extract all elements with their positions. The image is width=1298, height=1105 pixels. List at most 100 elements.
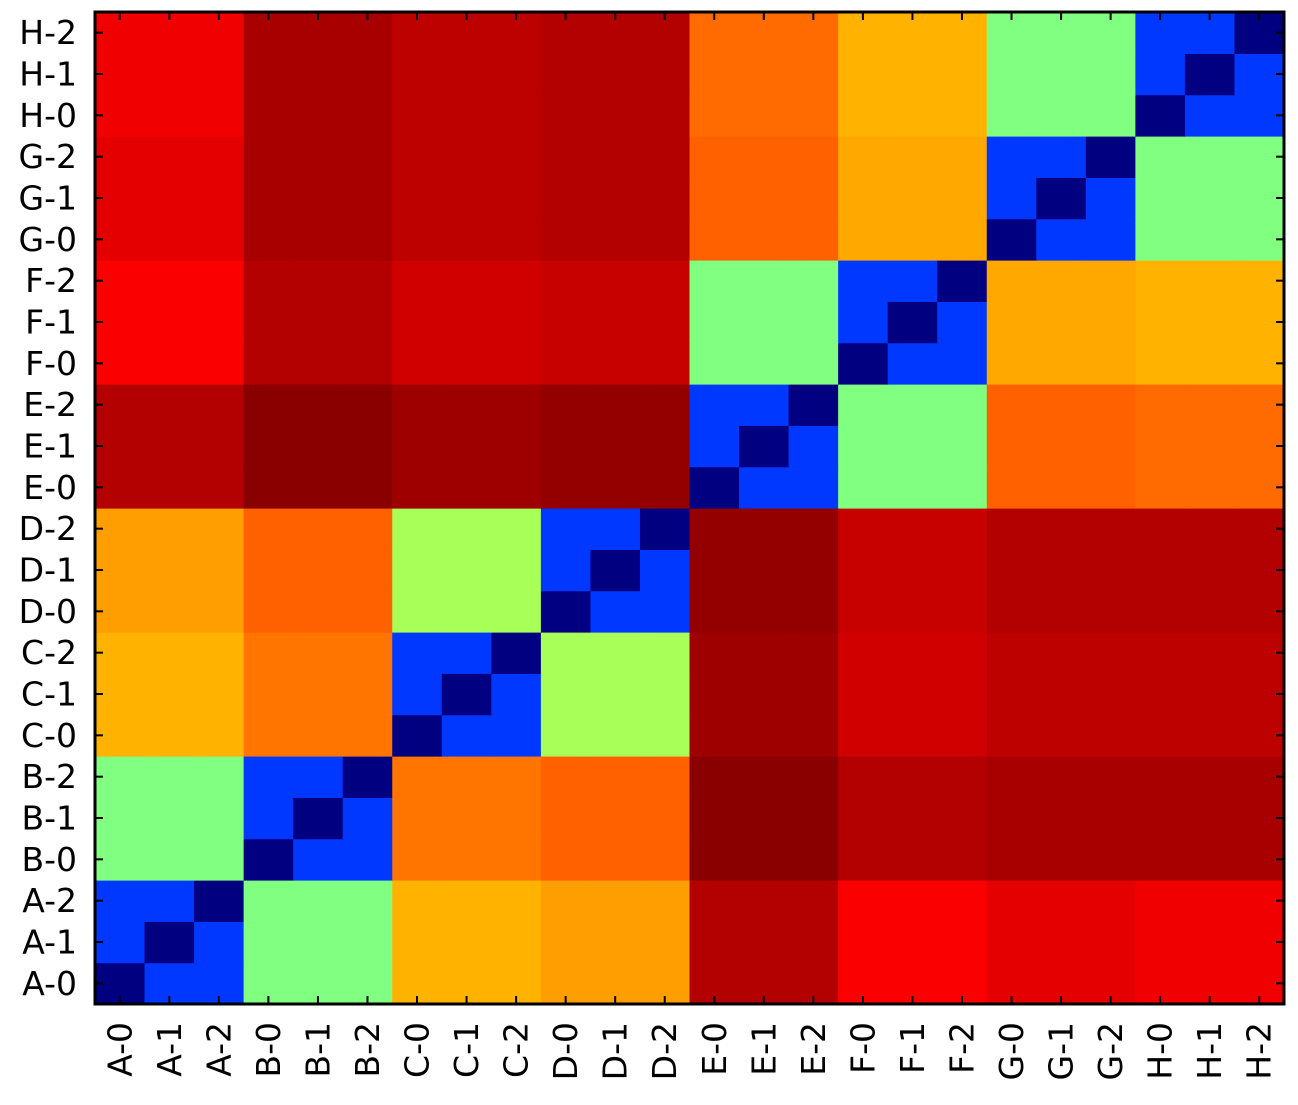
heatmap-cell xyxy=(293,797,344,840)
heatmap-cell xyxy=(392,136,443,178)
heatmap-cell xyxy=(243,218,294,261)
heatmap-cell xyxy=(689,342,740,385)
heatmap-cell xyxy=(788,797,839,840)
heatmap-cell xyxy=(1085,797,1136,840)
heatmap-cell xyxy=(788,177,839,220)
heatmap-cell xyxy=(986,301,1037,344)
heatmap-cell xyxy=(342,342,393,385)
y-tick-label: E-1 xyxy=(23,427,77,466)
heatmap-cell xyxy=(1184,425,1236,468)
x-tick-labels: A-0 A-1 A-2 B-0 B-1 B-2 C-0 C-1 C-2 D-0 D-1 D-2 E-0 E… xyxy=(100,1022,1278,1080)
heatmap-cell xyxy=(788,549,839,592)
heatmap-cell xyxy=(1036,260,1087,302)
heatmap-cell xyxy=(392,94,443,137)
heatmap-cell xyxy=(540,756,592,798)
heatmap-cell xyxy=(491,508,542,550)
heatmap-cell xyxy=(1036,384,1087,426)
heatmap-cell xyxy=(392,838,443,881)
heatmap-cell xyxy=(639,218,691,261)
heatmap-cell xyxy=(1085,342,1136,385)
heatmap-cell xyxy=(1135,425,1186,468)
heatmap-cell xyxy=(95,177,146,220)
heatmap-cell xyxy=(639,301,691,344)
heatmap-cell xyxy=(1184,260,1236,302)
heatmap-cell xyxy=(293,94,344,137)
heatmap-cell xyxy=(689,632,740,674)
heatmap-cell xyxy=(194,590,245,633)
heatmap-cell xyxy=(243,53,294,96)
heatmap-cell xyxy=(986,218,1037,261)
heatmap-cell xyxy=(689,136,740,178)
heatmap-cell xyxy=(739,921,790,964)
heatmap-cell xyxy=(293,301,344,344)
heatmap-cell xyxy=(194,301,245,344)
heatmap-cell xyxy=(887,632,938,674)
heatmap-cell xyxy=(1036,136,1087,178)
y-tick-labels: A-0A-1A-2B-0B-1B-2C-0C-1C-2D-0D-1D-2E-0E… xyxy=(19,13,77,1003)
heatmap-cell xyxy=(590,177,641,220)
heatmap-cell xyxy=(243,632,294,674)
y-tick-label: H-1 xyxy=(19,55,77,94)
heatmap-cell xyxy=(243,921,294,964)
x-tick-label: G-2 xyxy=(1091,1022,1130,1080)
heatmap-cell xyxy=(392,756,443,798)
heatmap-cell xyxy=(639,384,691,426)
heatmap-cell xyxy=(342,53,393,96)
heatmap-cell xyxy=(144,136,195,178)
heatmap-cell xyxy=(788,880,839,922)
heatmap-cell xyxy=(689,53,740,96)
heatmap-cell xyxy=(342,425,393,468)
heatmap-cell xyxy=(689,714,740,757)
heatmap-cell xyxy=(491,94,542,137)
heatmap-cell xyxy=(639,508,691,550)
heatmap-cell xyxy=(639,466,691,509)
heatmap-cell xyxy=(491,425,542,468)
heatmap-cell xyxy=(491,466,542,509)
heatmap-cell xyxy=(293,384,344,426)
heatmap-cell xyxy=(887,260,938,302)
heatmap-cell xyxy=(739,590,790,633)
heatmap-cell xyxy=(243,880,294,922)
heatmap-cell xyxy=(95,425,146,468)
heatmap-cell xyxy=(689,880,740,922)
heatmap-cell xyxy=(392,632,443,674)
heatmap-cell xyxy=(540,673,592,716)
heatmap-cell xyxy=(293,632,344,674)
x-tick-label: D-0 xyxy=(546,1022,585,1080)
heatmap-cell xyxy=(144,53,195,96)
x-tick-label: B-2 xyxy=(348,1022,387,1078)
heatmap-cell xyxy=(639,260,691,302)
heatmap-cell xyxy=(392,425,443,468)
heatmap-cell xyxy=(540,714,592,757)
heatmap-cell xyxy=(1036,673,1087,716)
heatmap-cell xyxy=(194,384,245,426)
heatmap-cell xyxy=(1135,756,1186,798)
x-tick-label: E-1 xyxy=(744,1022,783,1076)
heatmap-cell xyxy=(1036,921,1087,964)
heatmap-cell xyxy=(639,838,691,881)
heatmap-cell xyxy=(144,466,195,509)
heatmap-cell xyxy=(1085,673,1136,716)
heatmap-cell xyxy=(1184,880,1236,922)
heatmap-cell xyxy=(194,632,245,674)
heatmap-cell xyxy=(639,714,691,757)
heatmap-cell xyxy=(342,218,393,261)
heatmap-cell xyxy=(392,880,443,922)
heatmap-cell xyxy=(1085,549,1136,592)
heatmap-cell xyxy=(1036,177,1087,220)
heatmap-cell xyxy=(243,301,294,344)
heatmap-cell xyxy=(540,53,592,96)
heatmap-cell xyxy=(1085,94,1136,137)
heatmap-cell xyxy=(293,218,344,261)
heatmap-cell xyxy=(739,508,790,550)
heatmap-cell xyxy=(887,673,938,716)
heatmap-cell xyxy=(95,342,146,385)
heatmap-cell xyxy=(937,838,988,881)
y-tick-label: H-2 xyxy=(19,13,77,52)
heatmap-cell xyxy=(293,425,344,468)
heatmap-cell xyxy=(293,177,344,220)
heatmap-cell xyxy=(937,921,988,964)
heatmap-cell xyxy=(491,756,542,798)
heatmap-cell xyxy=(1036,301,1087,344)
heatmap-cell xyxy=(1184,177,1236,220)
